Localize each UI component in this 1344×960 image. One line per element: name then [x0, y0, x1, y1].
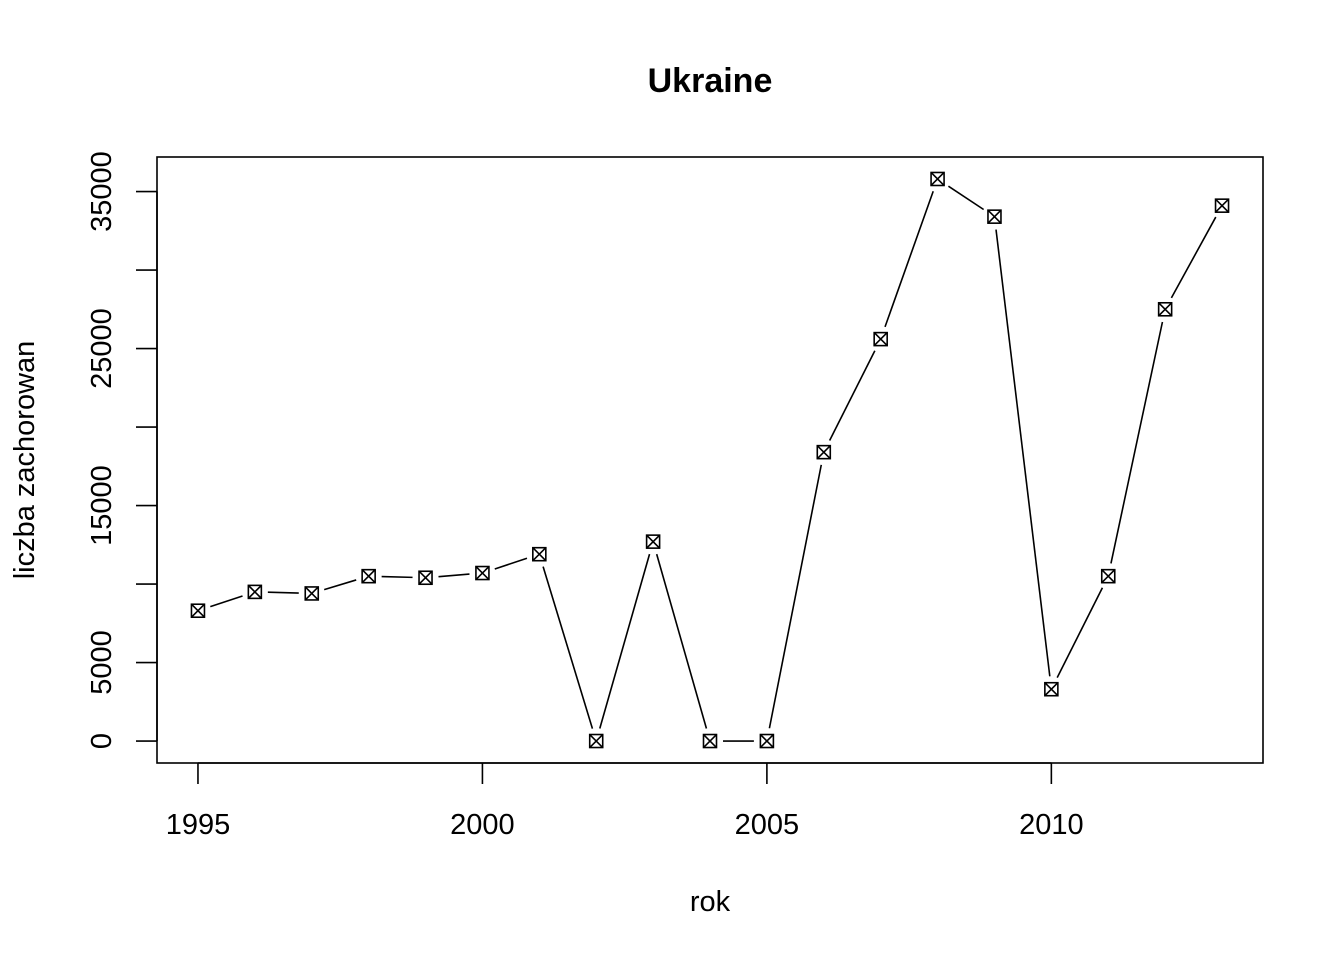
data-point-marker: [702, 733, 718, 749]
x-tick-label: 2010: [1019, 809, 1084, 841]
series-lines: [210, 185, 1217, 742]
series-line-segment: [267, 591, 299, 594]
series-line-segment: [828, 350, 876, 441]
series-line-segment: [210, 595, 243, 608]
series-line-segment: [1056, 587, 1104, 678]
x-axis-label: rok: [690, 886, 731, 918]
data-point-marker: [1214, 198, 1230, 213]
series-line-segment: [1170, 216, 1217, 299]
x-tick-label: 1995: [166, 809, 231, 841]
series-line-segment: [947, 185, 985, 211]
data-point-marker: [987, 209, 1002, 224]
chart-title: Ukraine: [648, 62, 773, 100]
series-line-segment: [995, 229, 1051, 677]
data-point-marker: [247, 584, 263, 600]
data-point-marker: [930, 171, 945, 187]
series-line-segment: [884, 190, 934, 328]
series-line-segment: [542, 566, 594, 729]
series-line-segment: [494, 557, 528, 570]
series-line-segment: [768, 464, 823, 729]
y-tick-label: 35000: [86, 151, 118, 232]
y-tick-label: 5000: [86, 630, 118, 695]
y-axis-label: liczba zachorowan: [9, 341, 41, 580]
data-point-marker: [1100, 568, 1116, 584]
x-tick-label: 2005: [735, 809, 800, 841]
data-point-marker: [759, 733, 775, 749]
data-point-marker: [1044, 681, 1059, 697]
y-tick-label: 15000: [86, 465, 118, 546]
data-point-marker: [304, 586, 320, 601]
y-tick-label: 0: [86, 733, 118, 749]
series-line-segment: [381, 575, 413, 579]
series-points: [190, 171, 1230, 749]
data-point-marker: [816, 444, 832, 460]
x-tick-label: 2000: [450, 809, 515, 841]
data-point-marker: [873, 331, 888, 347]
data-point-marker: [645, 534, 661, 549]
data-point-marker: [532, 546, 547, 562]
y-tick-label: 25000: [86, 308, 118, 389]
series-line-segment: [323, 579, 357, 591]
data-point-marker: [190, 603, 206, 619]
series-line-segment: [1110, 321, 1164, 564]
series-line-segment: [599, 553, 651, 729]
plot-frame: [156, 156, 1264, 764]
data-point-marker: [1157, 301, 1173, 317]
data-point-marker: [588, 733, 604, 749]
data-point-marker: [361, 568, 376, 584]
x-axis: 1995 2000 2005 2010: [166, 762, 1084, 841]
y-axis: 0 5000 15000 25000 35000: [86, 151, 158, 749]
series-line-segment: [655, 553, 708, 729]
data-point-marker: [418, 570, 433, 586]
data-point-marker: [475, 565, 490, 581]
series-line-segment: [438, 573, 470, 578]
